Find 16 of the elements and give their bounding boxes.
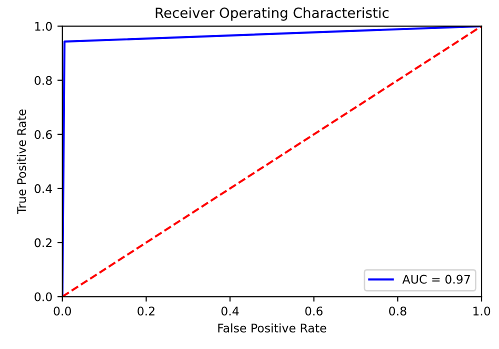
x-tick-label: 0.4 — [221, 306, 239, 316]
x-tick-label: 0.8 — [389, 306, 406, 316]
x-tick-label: 1.0 — [473, 306, 490, 316]
y-tick-label: 0.6 — [34, 130, 52, 140]
y-tick-label: 0.2 — [34, 238, 52, 248]
chart-title: Receiver Operating Characteristic — [156, 7, 389, 21]
x-tick-label: 0.2 — [138, 306, 154, 316]
x-tick-label: 0.6 — [305, 306, 323, 316]
x-tick-label: 0.0 — [54, 306, 71, 316]
y-axis-title: True Positive Rate — [16, 109, 26, 214]
y-tick-label: 1.0 — [35, 22, 52, 31]
y-tick-label: 0.0 — [34, 292, 52, 302]
y-tick-label: 0.8 — [34, 76, 52, 85]
y-tick-label: 0.4 — [34, 184, 52, 194]
x-axis-title: False Positive Rate — [218, 323, 326, 332]
legend-label: AUC = 0.97 — [402, 274, 470, 284]
